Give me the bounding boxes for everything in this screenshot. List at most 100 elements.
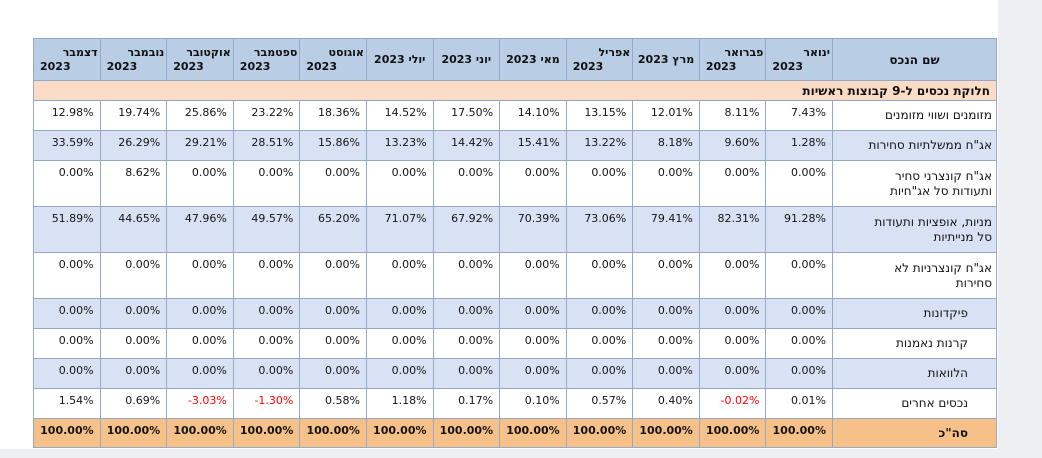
asset-row: נכסים אחרים 0.01% -0.02% 0.40% 0.57% 0.10% 0.1… <box>33 388 997 419</box>
asset-label-cell: קרנות נאמנות <box>832 328 997 359</box>
value-cell: 0.00% <box>698 358 767 389</box>
value-cell: 0.00% <box>432 298 501 329</box>
value-cell: 100.00% <box>166 418 234 448</box>
value-cell: 14.10% <box>499 100 567 131</box>
value-cell: 0.00% <box>565 328 634 359</box>
value-cell: 0.17% <box>432 388 501 419</box>
value-cell: 12.98% <box>33 100 101 131</box>
value-cell: 0.00% <box>166 358 234 389</box>
value-cell: 100.00% <box>99 418 168 448</box>
value-cell: 0.00% <box>299 358 367 389</box>
value-cell: 0.00% <box>33 358 101 389</box>
value-cell: 91.28% <box>765 206 833 253</box>
value-cell: 8.62% <box>99 160 168 207</box>
value-cell: 0.00% <box>166 298 234 329</box>
value-cell: 0.00% <box>765 160 833 207</box>
value-cell: 26.29% <box>99 130 168 161</box>
value-cell: 73.06% <box>565 206 634 253</box>
value-cell: 0.00% <box>632 252 700 299</box>
value-cell: 8.11% <box>698 100 767 131</box>
value-cell: 0.00% <box>232 328 301 359</box>
section-header-row: חלוקת נכסים ל-9 קבוצות ראשיות <box>33 80 997 101</box>
value-cell: 0.00% <box>33 298 101 329</box>
value-cell: 100.00% <box>299 418 367 448</box>
asset-label-cell: אג"ח ממשלתיות סחירות <box>832 130 997 161</box>
asset-label-line: קרנות נאמנות <box>896 336 968 350</box>
asset-label-line: סל מנייתיות <box>933 229 992 244</box>
month-header-cell: מרץ 2023 <box>632 38 700 81</box>
value-cell: 100.00% <box>232 418 301 448</box>
value-cell: 0.00% <box>698 298 767 329</box>
value-cell: 28.51% <box>232 130 301 161</box>
value-cell: 0.10% <box>499 388 567 419</box>
total-row: סה"כ 100.00% 100.00% 100.00% 100.00% 100.00% 1… <box>33 418 997 448</box>
value-cell: 0.00% <box>432 252 501 299</box>
value-cell: 1.18% <box>365 388 434 419</box>
asset-label-line: מזומנים ושווי מזומנים <box>885 108 992 122</box>
value-cell: 0.00% <box>365 358 434 389</box>
month-name: דצמבר <box>62 45 98 59</box>
value-cell: 0.58% <box>299 388 367 419</box>
asset-label-cell: אג"ח קונצרניות לא סחירות <box>832 252 997 299</box>
asset-row: מזומנים ושווי מזומנים 7.43% 8.11% 12.01% 13.… <box>33 100 997 131</box>
value-cell: 0.00% <box>166 328 234 359</box>
value-cell: 14.42% <box>432 130 501 161</box>
value-cell: 0.00% <box>432 160 501 207</box>
asset-label-line: אג"ח ממשלתיות סחירות <box>868 138 992 152</box>
value-cell: 14.52% <box>365 100 434 131</box>
value-cell: 1.28% <box>765 130 833 161</box>
month-header-cell: יולי 2023 <box>365 38 434 81</box>
value-cell: 0.00% <box>765 328 833 359</box>
month-name: פברואר <box>724 45 764 59</box>
asset-label-line: פיקדונות <box>923 306 968 320</box>
month-header-cell: ינואר 2023 <box>765 38 833 81</box>
value-cell: 0.00% <box>299 328 367 359</box>
value-cell: 1.54% <box>33 388 101 419</box>
value-cell: 44.65% <box>99 206 168 253</box>
value-cell: 13.15% <box>565 100 634 131</box>
month-year: 2023 <box>173 59 204 73</box>
value-cell: 0.00% <box>299 252 367 299</box>
value-cell: 0.00% <box>232 252 301 299</box>
value-cell: 0.00% <box>565 252 634 299</box>
table-header-row: שם הנכס ינואר 2023 פברואר 2023 מרץ 2023 אפריל… <box>33 38 997 81</box>
value-cell: -3.03% <box>166 388 234 419</box>
table-body: חלוקת נכסים ל-9 קבוצות ראשיות מזומנים וש… <box>33 80 997 448</box>
content-panel: שם הנכס ינואר 2023 פברואר 2023 מרץ 2023 אפריל… <box>0 0 998 449</box>
value-cell: 71.07% <box>365 206 434 253</box>
value-cell: 7.43% <box>765 100 833 131</box>
value-cell: 17.50% <box>432 100 501 131</box>
value-cell: 0.40% <box>632 388 700 419</box>
value-cell: 100.00% <box>765 418 833 448</box>
value-cell: 8.18% <box>632 130 700 161</box>
value-cell: 0.00% <box>99 252 168 299</box>
value-cell: 100.00% <box>632 418 700 448</box>
asset-label-cell: מזומנים ושווי מזומנים <box>832 100 997 131</box>
asset-row: אג"ח קונצרניות לא סחירות 0.00% 0.00% 0.00% 0.… <box>33 252 997 299</box>
month-header-cell: אוקטובר 2023 <box>166 38 234 81</box>
month-header-cell: אפריל 2023 <box>565 38 634 81</box>
value-cell: 0.00% <box>499 328 567 359</box>
value-cell: 47.96% <box>166 206 234 253</box>
value-cell: 13.23% <box>365 130 434 161</box>
value-cell: 29.21% <box>166 130 234 161</box>
month-year: 2023 <box>106 59 138 73</box>
value-cell: 0.00% <box>565 160 634 207</box>
value-cell: 0.00% <box>299 298 367 329</box>
asset-label-line: סחירות <box>955 275 992 290</box>
value-cell: -0.02% <box>698 388 767 419</box>
month-year: 2023 <box>705 59 737 73</box>
value-cell: 79.41% <box>632 206 700 253</box>
value-cell: 0.00% <box>365 252 434 299</box>
value-cell: 33.59% <box>33 130 101 161</box>
value-cell: 100.00% <box>432 418 501 448</box>
asset-row: פיקדונות 0.00% 0.00% 0.00% 0.00% 0.00% 0.00% 0.… <box>33 298 997 329</box>
month-header-cell: מאי 2023 <box>499 38 567 81</box>
value-cell: 0.00% <box>632 358 700 389</box>
month-header-cell: אוגוסט 2023 <box>299 38 367 81</box>
value-cell: 0.00% <box>565 358 634 389</box>
value-cell: 100.00% <box>365 418 434 448</box>
month-year: 2023 <box>572 59 604 73</box>
asset-label-line: הלוואות <box>927 366 968 380</box>
month-name: נובמבר <box>127 45 165 59</box>
